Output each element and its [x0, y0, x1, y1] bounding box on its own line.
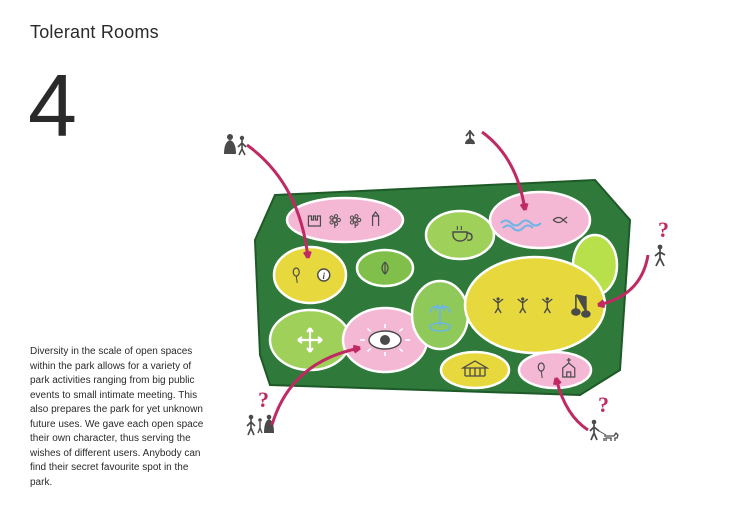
room-green-leaf: [357, 250, 413, 286]
visitor-v-hat: ?: [465, 130, 479, 144]
question-mark-icon: ?: [258, 387, 269, 412]
page-number: 4: [28, 62, 77, 150]
room-fountain: [412, 281, 468, 349]
room-music: [465, 257, 605, 353]
question-mark-icon: ?: [598, 392, 609, 417]
question-mark-icon: ?: [658, 217, 669, 242]
visitor-v-dog: ?: [590, 392, 618, 441]
room-coffee: [426, 211, 494, 259]
body-paragraph: Diversity in the scale of open spaces wi…: [30, 345, 205, 490]
room-pond: [490, 192, 590, 248]
visitor-v-walker: ?: [655, 217, 669, 266]
info-icon: i: [318, 269, 330, 281]
page-title: Tolerant Rooms: [30, 22, 159, 43]
visitor-v-family: ?: [247, 387, 274, 435]
park-diagram: i?????: [200, 130, 700, 490]
diagram-svg: i?????: [200, 130, 700, 490]
page: Tolerant Rooms 4 Diversity in the scale …: [0, 0, 730, 516]
room-arrows: [270, 310, 350, 370]
room-temple: [441, 352, 509, 388]
visitor-v-couple: ?: [224, 130, 246, 155]
question-mark-icon: ?: [233, 130, 244, 132]
